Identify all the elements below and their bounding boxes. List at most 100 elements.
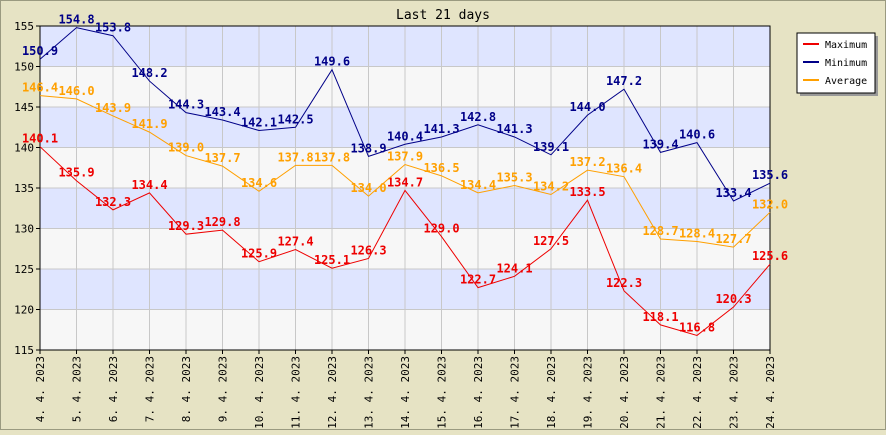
data-label-minimum: 153.8 bbox=[95, 21, 131, 35]
data-label-maximum: 134.4 bbox=[131, 178, 167, 192]
x-tick-label: 19. 4. 2023 bbox=[582, 356, 595, 429]
data-label-minimum: 139.4 bbox=[642, 137, 678, 151]
y-tick-label: 120 bbox=[14, 304, 34, 317]
x-axis: 4. 4. 2023 5. 4. 2023 6. 4. 2023 7. 4. 2023… bbox=[34, 350, 777, 429]
data-label-minimum: 139.1 bbox=[533, 140, 569, 154]
y-tick-label: 140 bbox=[14, 142, 34, 155]
data-label-maximum: 124.1 bbox=[496, 261, 532, 275]
x-tick-label: 7. 4. 2023 bbox=[144, 356, 157, 422]
data-label-average: 127.7 bbox=[715, 232, 751, 246]
data-label-average: 146.4 bbox=[22, 81, 58, 95]
data-label-minimum: 138.9 bbox=[350, 141, 386, 155]
series-line-maximum bbox=[39, 146, 771, 336]
x-tick-label: 11. 4. 2023 bbox=[290, 356, 303, 429]
data-label-maximum: 122.3 bbox=[606, 276, 642, 290]
y-axis: 115 120 125 130 135 140 145 150 155 bbox=[14, 20, 40, 357]
y-tick-label: 145 bbox=[14, 101, 34, 114]
data-label-average: 137.7 bbox=[204, 151, 240, 165]
y-tick-label: 150 bbox=[14, 61, 34, 74]
y-tick-label: 130 bbox=[14, 223, 34, 236]
data-label-minimum: 150.9 bbox=[22, 44, 58, 58]
data-label-minimum: 141.3 bbox=[423, 122, 459, 136]
x-tick-label: 24. 4. 2023 bbox=[764, 356, 777, 429]
x-tick-label: 5. 4. 2023 bbox=[71, 356, 84, 422]
data-label-maximum: 132.3 bbox=[95, 195, 131, 209]
data-label-average: 134.2 bbox=[533, 179, 569, 193]
data-label-minimum: 147.2 bbox=[606, 74, 642, 88]
data-label-maximum: 129.0 bbox=[423, 222, 459, 236]
data-label-minimum: 154.8 bbox=[58, 13, 94, 27]
data-label-minimum: 135.6 bbox=[752, 168, 788, 182]
data-label-maximum: 118.1 bbox=[642, 310, 678, 324]
x-tick-label: 12. 4. 2023 bbox=[326, 356, 339, 429]
data-label-minimum: 141.3 bbox=[496, 122, 532, 136]
data-label-maximum: 126.3 bbox=[350, 243, 386, 257]
y-tick-label: 125 bbox=[14, 263, 34, 276]
x-tick-label: 6. 4. 2023 bbox=[107, 356, 120, 422]
x-tick-label: 21. 4. 2023 bbox=[655, 356, 668, 429]
data-label-minimum: 140.4 bbox=[387, 129, 423, 143]
data-label-maximum: 122.7 bbox=[460, 273, 496, 287]
x-tick-label: 16. 4. 2023 bbox=[472, 356, 485, 429]
data-label-average: 134.4 bbox=[460, 178, 496, 192]
x-tick-label: 18. 4. 2023 bbox=[545, 356, 558, 429]
y-tick-label: 155 bbox=[14, 20, 34, 33]
data-label-minimum: 142.5 bbox=[277, 112, 313, 126]
data-label-minimum: 148.2 bbox=[131, 66, 167, 80]
data-label-average: 137.8 bbox=[314, 150, 350, 164]
data-label-maximum: 135.9 bbox=[58, 166, 94, 180]
data-label-maximum: 133.5 bbox=[569, 185, 605, 199]
data-label-average: 146.0 bbox=[58, 84, 94, 98]
data-label-average: 137.9 bbox=[387, 150, 423, 164]
y-tick-label: 135 bbox=[14, 182, 34, 195]
data-label-maximum: 116.8 bbox=[679, 320, 715, 334]
x-tick-label: 4. 4. 2023 bbox=[34, 356, 47, 422]
data-label-average: 137.8 bbox=[277, 150, 313, 164]
data-label-average: 143.9 bbox=[95, 101, 131, 115]
chart-title: Last 21 days bbox=[396, 8, 490, 23]
legend: Maximum Minimum Average bbox=[796, 32, 878, 96]
data-label-maximum: 129.3 bbox=[168, 219, 204, 233]
data-label-average: 141.9 bbox=[131, 117, 167, 131]
series-line-minimum bbox=[39, 27, 771, 202]
data-label-maximum: 129.8 bbox=[204, 215, 240, 229]
data-label-minimum: 143.4 bbox=[204, 105, 240, 119]
data-label-average: 135.3 bbox=[496, 171, 532, 185]
x-tick-label: 14. 4. 2023 bbox=[399, 356, 412, 429]
x-tick-label: 9. 4. 2023 bbox=[217, 356, 230, 422]
data-label-minimum: 149.6 bbox=[314, 55, 350, 69]
data-label-average: 128.4 bbox=[679, 226, 715, 240]
series-line-average bbox=[39, 95, 771, 248]
data-label-minimum: 142.8 bbox=[460, 110, 496, 124]
data-label-maximum: 125.9 bbox=[241, 247, 277, 261]
x-tick-label: 17. 4. 2023 bbox=[509, 356, 522, 429]
data-label-minimum: 140.6 bbox=[679, 128, 715, 142]
x-tick-label: 22. 4. 2023 bbox=[691, 356, 704, 429]
data-label-maximum: 140.1 bbox=[22, 132, 58, 146]
x-tick-label: 23. 4. 2023 bbox=[728, 356, 741, 429]
data-label-average: 136.5 bbox=[423, 161, 459, 175]
data-label-maximum: 134.7 bbox=[387, 175, 423, 189]
legend-label-average: Average bbox=[825, 76, 867, 87]
x-tick-label: 8. 4. 2023 bbox=[180, 356, 193, 422]
data-label-average: 136.4 bbox=[606, 162, 642, 176]
legend-label-minimum: Minimum bbox=[825, 58, 867, 69]
data-label-maximum: 120.3 bbox=[715, 292, 751, 306]
legend-label-maximum: Maximum bbox=[825, 40, 867, 51]
data-label-average: 128.7 bbox=[642, 224, 678, 238]
y-tick-label: 115 bbox=[14, 344, 34, 357]
data-label-average: 137.2 bbox=[569, 155, 605, 169]
data-label-maximum: 127.5 bbox=[533, 234, 569, 248]
data-label-maximum: 125.6 bbox=[752, 249, 788, 263]
x-tick-label: 15. 4. 2023 bbox=[436, 356, 449, 429]
data-label-average: 139.0 bbox=[168, 141, 204, 155]
data-label-minimum: 144.3 bbox=[168, 98, 204, 112]
x-tick-label: 10. 4. 2023 bbox=[253, 356, 266, 429]
data-label-minimum: 133.4 bbox=[715, 186, 751, 200]
data-label-minimum: 142.1 bbox=[241, 115, 277, 129]
data-label-minimum: 144.0 bbox=[569, 100, 605, 114]
